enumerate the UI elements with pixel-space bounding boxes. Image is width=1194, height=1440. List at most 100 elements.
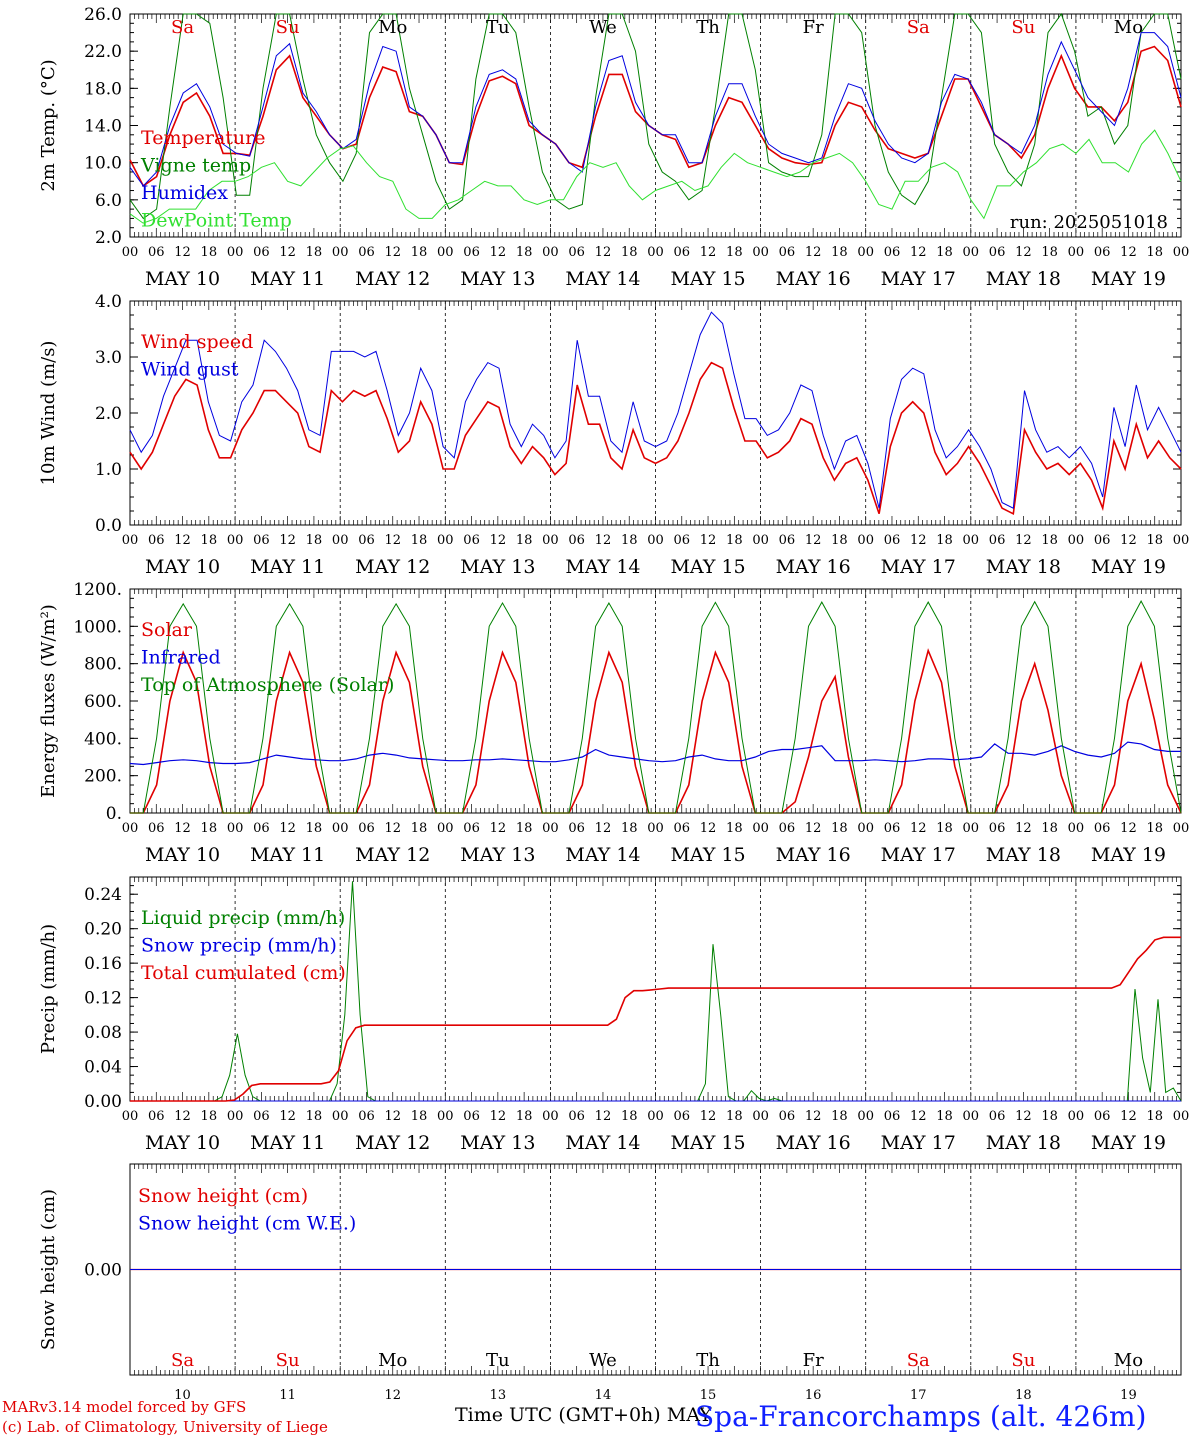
y-tick-label: 800.	[84, 655, 122, 675]
hour-label: 18	[201, 821, 218, 836]
y-tick-label: 0.08	[84, 1023, 122, 1043]
series-line-top-of-atmosphere-solar-	[130, 600, 1182, 814]
hour-label: 12	[384, 1109, 401, 1124]
y-axis-label: 10m Wind (m/s)	[38, 341, 59, 486]
y-tick-label: 0.12	[84, 989, 122, 1009]
hour-label: 00	[752, 245, 769, 260]
hour-label: 12	[910, 821, 927, 836]
hour-label: 06	[1094, 533, 1111, 548]
hour-label: 00	[857, 245, 874, 260]
hour-label: 06	[779, 1109, 796, 1124]
y-tick-label: 0.16	[84, 954, 122, 974]
hour-label: 06	[674, 821, 691, 836]
hour-label: 06	[568, 1109, 585, 1124]
y-axis-label: Precip (mm/h)	[38, 924, 59, 1054]
hour-label: 06	[989, 533, 1006, 548]
y-tick-label: 0.04	[84, 1058, 122, 1078]
hour-label: 18	[936, 245, 953, 260]
hour-label: 00	[437, 245, 454, 260]
day-number-label: 11	[279, 1388, 296, 1403]
y-tick-label: 400.	[84, 729, 122, 749]
hour-label: 00	[227, 533, 244, 548]
day-number-label: 17	[910, 1388, 927, 1403]
hour-label: 12	[279, 533, 296, 548]
day-name: Su	[1011, 17, 1035, 38]
series-line-wind-gust	[129, 311, 1182, 509]
legend-entry: Solar	[141, 619, 193, 641]
hour-label: 12	[910, 1109, 927, 1124]
date-label: MAY 11	[250, 1132, 325, 1154]
hour-label: 00	[857, 821, 874, 836]
hour-label: 18	[726, 821, 743, 836]
date-label: MAY 15	[670, 1132, 745, 1154]
series-line-total-cumulated-cm-	[130, 936, 1181, 1102]
hour-label: 06	[148, 1109, 165, 1124]
hour-label: 00	[752, 821, 769, 836]
hour-label: 18	[201, 245, 218, 260]
hour-label: 00	[1068, 821, 1085, 836]
hour-label: 00	[1173, 245, 1190, 260]
date-label: MAY 10	[145, 844, 220, 866]
hour-label: 18	[1146, 1109, 1163, 1124]
day-name: Mo	[378, 17, 407, 38]
day-name: Tu	[486, 1350, 510, 1371]
hour-label: 06	[1094, 1109, 1111, 1124]
date-label: MAY 10	[145, 556, 220, 578]
date-label: MAY 11	[250, 268, 325, 290]
hour-label: 12	[1015, 533, 1032, 548]
legend-entry: Snow height (cm)	[138, 1185, 308, 1207]
hour-label: 00	[122, 821, 139, 836]
run-annotation: run: 2025051018	[1010, 212, 1168, 233]
legend-entry: Total cumulated (cm)	[141, 962, 346, 984]
panel-4: 0.00 0.04 0.08 0.12 0.16 0.20 0.24 Precip (mm/h…	[38, 876, 1189, 1154]
hour-label: 12	[279, 821, 296, 836]
hour-label: 12	[1015, 821, 1032, 836]
hour-label: 00	[1173, 533, 1190, 548]
day-name: We	[589, 1350, 617, 1371]
hour-label: 00	[542, 245, 559, 260]
hour-label: 18	[306, 821, 323, 836]
hour-label: 12	[279, 1109, 296, 1124]
hour-label: 00	[1068, 533, 1085, 548]
date-label: MAY 15	[670, 556, 745, 578]
hour-label: 12	[595, 1109, 612, 1124]
date-label: MAY 13	[460, 268, 535, 290]
hour-label: 12	[700, 821, 717, 836]
hour-label: 06	[463, 821, 480, 836]
hour-label: 06	[568, 821, 585, 836]
hour-label: 00	[1068, 1109, 1085, 1124]
day-name: Fr	[803, 17, 824, 38]
y-tick-label: 0.00	[84, 1092, 122, 1112]
y-tick-label: 0.00	[84, 1261, 122, 1281]
hour-label: 18	[411, 821, 428, 836]
legend-entry: Snow precip (mm/h)	[141, 935, 337, 957]
hour-label: 00	[542, 533, 559, 548]
hour-label: 06	[358, 245, 375, 260]
plot-frame	[129, 300, 1182, 526]
hour-label: 12	[384, 821, 401, 836]
y-tick-label: 4.0	[95, 292, 122, 312]
day-name: Su	[276, 1350, 300, 1371]
hour-label: 00	[122, 245, 139, 260]
day-number-label: 14	[595, 1388, 612, 1403]
hour-label: 18	[726, 1109, 743, 1124]
hour-label: 18	[516, 533, 533, 548]
hour-label: 00	[227, 821, 244, 836]
hour-label: 00	[332, 533, 349, 548]
hour-label: 12	[700, 245, 717, 260]
hour-label: 12	[490, 821, 507, 836]
y-tick-label: 200.	[84, 767, 122, 787]
station-title: Spa-Francorchamps (alt. 426m)	[695, 1400, 1147, 1433]
hour-label: 18	[1041, 245, 1058, 260]
date-label: MAY 16	[776, 556, 851, 578]
panel-3: 0. 200. 400. 600. 800. 1000. 1200. Energy fluxe…	[38, 580, 1189, 866]
day-name: Su	[1011, 1350, 1035, 1371]
hour-label: 06	[884, 533, 901, 548]
day-number-label: 10	[174, 1388, 191, 1403]
day-name: Su	[276, 17, 300, 38]
hour-label: 12	[174, 245, 191, 260]
date-label: MAY 14	[565, 844, 640, 866]
hour-label: 06	[1094, 821, 1111, 836]
hour-label: 18	[516, 1109, 533, 1124]
hour-label: 12	[490, 1109, 507, 1124]
